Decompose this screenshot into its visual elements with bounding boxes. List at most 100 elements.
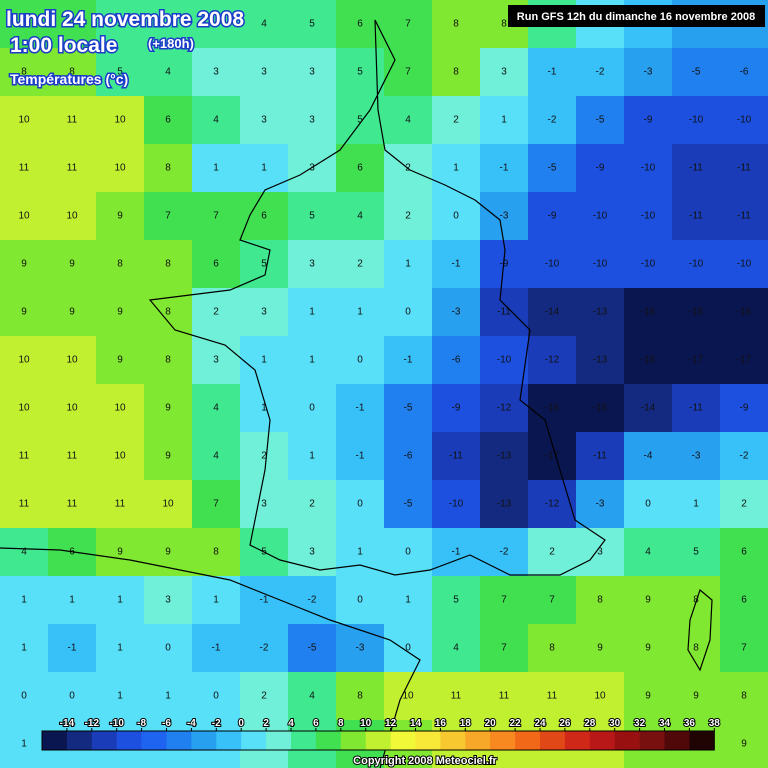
temp-cell	[144, 576, 193, 625]
legend-swatch	[614, 731, 640, 750]
legend-tick-label: 20	[485, 718, 497, 729]
temp-value: -16	[737, 307, 752, 318]
temp-cell	[192, 144, 241, 193]
temp-cell	[576, 384, 625, 433]
temp-cell	[624, 528, 673, 577]
temp-cell	[528, 480, 577, 529]
temp-value: -15	[593, 403, 608, 414]
legend-tick-label: -4	[187, 718, 196, 729]
copyright: Copyright 2008 Meteociel.fr	[353, 755, 497, 767]
temp-cell	[624, 384, 673, 433]
temp-cell	[288, 384, 337, 433]
temp-value: -1	[260, 595, 269, 606]
temp-cell	[240, 48, 289, 97]
temp-value: 0	[357, 499, 363, 510]
temp-cell	[576, 432, 625, 481]
temp-value: 9	[645, 691, 651, 702]
temp-value: 8	[693, 643, 699, 654]
temp-cell	[384, 624, 433, 673]
temp-cell	[624, 192, 673, 241]
temp-cell	[528, 240, 577, 289]
temp-value: 6	[69, 19, 75, 30]
temp-value: 10	[594, 691, 606, 702]
legend-tick-label: 8	[338, 718, 344, 729]
temp-value: 10	[114, 403, 126, 414]
temp-value: 1	[21, 739, 27, 750]
temp-value: 5	[117, 19, 123, 30]
legend-tick-label: -12	[85, 718, 100, 729]
temp-cell	[48, 0, 97, 49]
temp-cell	[288, 144, 337, 193]
temp-value: -5	[692, 67, 701, 78]
temp-value: -11	[689, 211, 703, 222]
temp-value: 9	[117, 355, 123, 366]
legend-swatch	[465, 731, 491, 750]
temp-value: 7	[21, 19, 27, 30]
temp-cell	[432, 384, 481, 433]
temp-value: 1	[21, 643, 27, 654]
temp-cell	[384, 576, 433, 625]
temp-cell	[672, 672, 721, 721]
legend-swatch	[141, 731, 167, 750]
temp-value: 8	[165, 307, 171, 318]
temp-value: 5	[453, 595, 459, 606]
temp-value: -10	[737, 115, 752, 126]
temp-value: 8	[69, 67, 75, 78]
temp-value: 4	[213, 19, 219, 30]
legend-tick-label: 30	[609, 718, 621, 729]
temp-value: -10	[497, 355, 512, 366]
temp-cell	[0, 144, 49, 193]
temp-value: -1	[68, 643, 77, 654]
temp-cell	[480, 336, 529, 385]
temp-value: 4	[453, 643, 459, 654]
temp-value: -10	[593, 259, 608, 270]
temp-value: 4	[213, 451, 219, 462]
temp-value: 0	[405, 643, 411, 654]
temp-value: 9	[117, 307, 123, 318]
temp-cell	[240, 384, 289, 433]
temp-value: 9	[645, 595, 651, 606]
temp-value: 10	[114, 163, 126, 174]
temp-value: 10	[162, 499, 174, 510]
temp-value: 7	[405, 67, 411, 78]
temp-cell	[288, 480, 337, 529]
temp-value: 7	[165, 211, 171, 222]
temp-cell	[480, 528, 529, 577]
temp-value: 3	[261, 67, 267, 78]
temp-value: 1	[309, 307, 315, 318]
temp-value: 11	[67, 499, 78, 510]
temp-value: 10	[18, 115, 30, 126]
color-legend: -14 -12 -10 -8 -6 -4 -2 0 2 4 6 8 10 12 14 16 18 20 22 24 26…	[41, 717, 721, 751]
temp-cell	[96, 144, 145, 193]
legend-tick-label: 18	[460, 718, 472, 729]
temp-value: -6	[740, 67, 749, 78]
temp-value: 2	[741, 499, 747, 510]
legend-swatch	[415, 731, 441, 750]
temp-cell	[96, 528, 145, 577]
legend-swatch	[589, 731, 615, 750]
temp-value: 1	[117, 643, 123, 654]
temp-cell	[192, 672, 241, 721]
temp-value: -11	[689, 403, 703, 414]
legend-tick-label: 16	[435, 718, 447, 729]
legend-swatch	[564, 731, 591, 750]
temp-cell	[720, 48, 768, 97]
temp-value: -9	[452, 403, 461, 414]
temp-cell	[144, 384, 193, 433]
temp-cell	[480, 192, 529, 241]
legend-swatch	[91, 731, 117, 750]
temp-cell	[0, 192, 49, 241]
temp-cell	[96, 672, 145, 721]
legend-swatch	[66, 731, 93, 750]
temp-value: 8	[453, 19, 459, 30]
temp-value: 0	[453, 211, 459, 222]
temp-cell	[576, 480, 625, 529]
temp-cell	[144, 528, 193, 577]
temp-cell	[192, 96, 241, 145]
temp-value: 4	[645, 547, 651, 558]
temp-value: -17	[737, 355, 752, 366]
legend-swatch	[664, 731, 690, 750]
temp-cell	[480, 384, 529, 433]
temp-value: -2	[308, 595, 317, 606]
temp-value: -10	[545, 259, 560, 270]
